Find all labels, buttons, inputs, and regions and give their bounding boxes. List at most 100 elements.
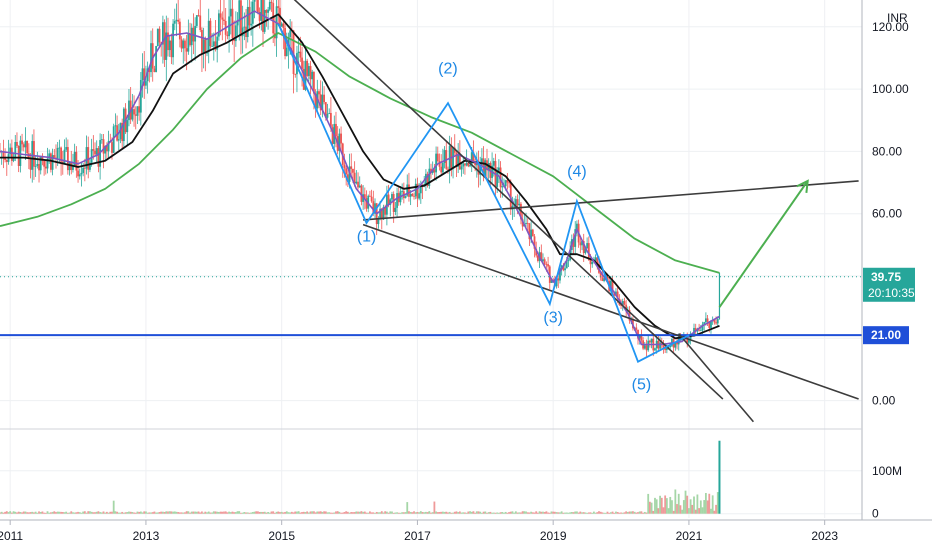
volume-bar xyxy=(236,511,239,514)
volume-bar xyxy=(302,511,305,514)
volume-bar xyxy=(557,512,560,514)
volume-bar xyxy=(513,512,516,514)
volume-bar xyxy=(399,512,402,514)
candle-body xyxy=(60,147,62,162)
candle-body xyxy=(462,163,465,167)
volume-bar xyxy=(53,511,56,514)
candle-body xyxy=(621,301,624,306)
candle-body xyxy=(43,160,46,167)
volume-bar xyxy=(167,511,169,514)
candle-body xyxy=(311,71,314,80)
candle-body xyxy=(294,73,297,75)
volume-bar xyxy=(565,512,568,514)
volume-bar xyxy=(209,512,212,514)
volume-bar xyxy=(635,512,638,514)
trendline-4 xyxy=(678,333,755,423)
volume-bar xyxy=(704,492,707,514)
volume-bar xyxy=(537,512,539,514)
volume-bar xyxy=(654,497,656,514)
candle-body xyxy=(26,140,29,154)
candle-body xyxy=(53,155,56,158)
volume-bar xyxy=(608,512,611,514)
volume-bar xyxy=(380,511,383,514)
volume-bar xyxy=(497,512,500,514)
volume-bar xyxy=(19,511,22,514)
candle-body xyxy=(603,278,605,282)
candle-body xyxy=(694,327,697,332)
candle-body xyxy=(528,223,531,240)
volume-bar xyxy=(170,511,173,514)
candle-body xyxy=(674,342,677,348)
volume-bar xyxy=(289,512,292,514)
volume-bar xyxy=(307,512,310,514)
candle-body xyxy=(669,345,672,348)
volume-bar xyxy=(306,511,309,514)
volume-bar xyxy=(564,512,566,514)
candle-body xyxy=(623,301,626,305)
volume-bar xyxy=(357,511,359,514)
candle-body xyxy=(246,6,249,38)
volume-bar xyxy=(528,512,531,514)
volume-bar xyxy=(61,511,64,514)
volume-bar xyxy=(643,511,646,514)
candle-body xyxy=(268,1,271,10)
volume-bar xyxy=(178,512,181,514)
candle-body xyxy=(477,160,480,175)
candle-body xyxy=(543,259,546,265)
candle-body xyxy=(272,3,275,34)
volume-bar xyxy=(346,511,349,514)
candle-body xyxy=(467,162,470,167)
volume-bar xyxy=(394,512,397,514)
candle-body xyxy=(686,336,689,343)
candle-body xyxy=(257,0,259,12)
volume-bars xyxy=(0,440,721,514)
volume-bar xyxy=(275,511,278,514)
candle-body xyxy=(447,168,449,170)
candle-body xyxy=(369,195,371,197)
volume-bar xyxy=(221,511,224,514)
volume-bar xyxy=(696,494,699,514)
candle-body xyxy=(679,336,682,341)
volume-bar xyxy=(97,511,100,514)
volume-bar xyxy=(372,512,375,514)
volume-bar xyxy=(114,511,117,514)
volume-bar xyxy=(391,511,393,514)
volume-bar xyxy=(698,508,701,514)
volume-bar xyxy=(292,512,295,514)
candle-body xyxy=(2,151,5,159)
volume-bar xyxy=(95,511,98,514)
candle-body xyxy=(370,196,373,202)
volume-bar xyxy=(121,511,124,514)
volume-bar xyxy=(185,511,188,514)
candle-body xyxy=(284,28,286,57)
volume-bar xyxy=(150,512,152,514)
volume-bar xyxy=(223,511,225,514)
price-tag-box xyxy=(863,267,915,302)
volume-bar xyxy=(679,505,682,514)
volume-bar xyxy=(443,511,446,514)
x-tick-label: 2017 xyxy=(404,529,431,543)
volume-bar xyxy=(438,512,441,514)
candle-body xyxy=(638,334,641,339)
volume-bar xyxy=(520,512,522,514)
wave-label-4: (4) xyxy=(567,163,587,180)
volume-bar xyxy=(189,512,191,514)
candle-body xyxy=(650,338,653,343)
volume-bar xyxy=(504,511,507,514)
volume-bar xyxy=(326,512,329,514)
volume-bar xyxy=(699,500,702,514)
volume-bar xyxy=(660,497,663,514)
candle-body xyxy=(117,139,120,141)
candle-body xyxy=(635,327,638,330)
candle-body xyxy=(501,186,504,188)
volume-bar xyxy=(134,512,137,514)
volume-bar xyxy=(633,511,636,514)
candle-body xyxy=(114,125,117,127)
volume-bar xyxy=(314,512,317,514)
candle-body xyxy=(552,279,555,281)
volume-bar xyxy=(111,511,113,514)
volume-bar xyxy=(577,512,580,514)
volume-bar xyxy=(638,511,641,514)
